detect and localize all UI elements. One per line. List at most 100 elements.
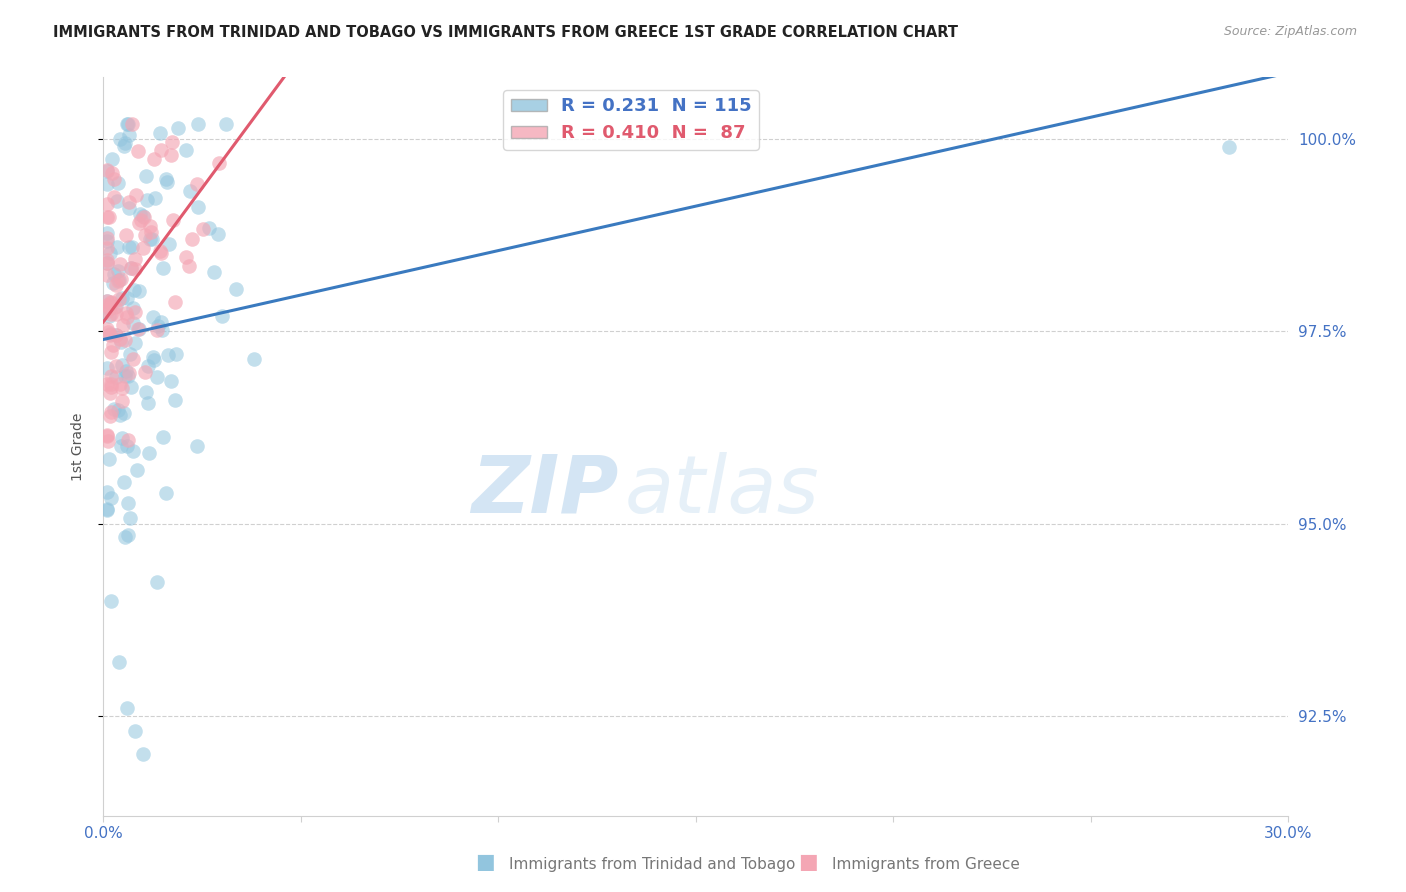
Point bbox=[143, 352, 166, 367]
Point bbox=[187, 117, 209, 131]
Point bbox=[111, 358, 134, 372]
Point bbox=[121, 117, 143, 131]
Point bbox=[162, 135, 184, 149]
Point bbox=[120, 261, 142, 276]
Point bbox=[111, 291, 134, 305]
Point bbox=[142, 310, 165, 325]
Point bbox=[174, 143, 197, 157]
Point bbox=[129, 213, 152, 227]
Point bbox=[124, 724, 146, 739]
Point bbox=[96, 503, 118, 517]
Point bbox=[202, 265, 225, 279]
Point bbox=[118, 366, 141, 380]
Point bbox=[103, 190, 125, 204]
Point bbox=[115, 291, 138, 305]
Point bbox=[187, 200, 209, 214]
Point bbox=[97, 325, 120, 339]
Point bbox=[118, 201, 141, 215]
Point bbox=[136, 395, 159, 409]
Point bbox=[1218, 139, 1240, 153]
Point bbox=[159, 237, 181, 252]
Point bbox=[114, 334, 136, 348]
Point bbox=[115, 310, 138, 324]
Point bbox=[96, 256, 118, 270]
Legend: R = 0.231  N = 115, R = 0.410  N =  87: R = 0.231 N = 115, R = 0.410 N = 87 bbox=[503, 90, 759, 150]
Point bbox=[101, 277, 124, 291]
Point bbox=[152, 260, 174, 275]
Point bbox=[110, 335, 132, 350]
Point bbox=[198, 221, 221, 235]
Point bbox=[100, 405, 122, 419]
Point bbox=[146, 323, 169, 337]
Point bbox=[128, 322, 150, 336]
Point bbox=[141, 226, 163, 240]
Point bbox=[150, 323, 173, 337]
Point bbox=[110, 439, 132, 453]
Point bbox=[96, 294, 118, 309]
Point bbox=[117, 527, 139, 541]
Point bbox=[174, 250, 197, 264]
Point bbox=[118, 128, 141, 142]
Point bbox=[110, 332, 132, 346]
Point bbox=[127, 322, 149, 336]
Point bbox=[100, 296, 122, 310]
Text: Source: ZipAtlas.com: Source: ZipAtlas.com bbox=[1223, 25, 1357, 38]
Point bbox=[100, 369, 122, 384]
Point bbox=[96, 322, 118, 336]
Point bbox=[104, 277, 127, 292]
Point bbox=[96, 428, 118, 442]
Point bbox=[207, 227, 229, 242]
Point bbox=[108, 655, 131, 669]
Text: atlas: atlas bbox=[624, 452, 820, 530]
Point bbox=[105, 359, 128, 373]
Point bbox=[165, 347, 187, 361]
Point bbox=[111, 394, 134, 409]
Point bbox=[117, 496, 139, 510]
Point bbox=[135, 384, 157, 399]
Point bbox=[108, 376, 131, 391]
Point bbox=[100, 294, 122, 309]
Point bbox=[243, 352, 266, 367]
Point bbox=[179, 185, 201, 199]
Point bbox=[107, 274, 129, 288]
Point bbox=[120, 260, 142, 275]
Y-axis label: 1st Grade: 1st Grade bbox=[72, 412, 86, 481]
Point bbox=[96, 484, 118, 499]
Point bbox=[149, 126, 172, 140]
Point bbox=[165, 295, 187, 310]
Point bbox=[96, 377, 118, 392]
Point bbox=[128, 284, 150, 298]
Point bbox=[103, 267, 125, 281]
Point bbox=[117, 434, 139, 448]
Point bbox=[96, 163, 118, 178]
Point bbox=[96, 298, 118, 312]
Point bbox=[118, 511, 141, 525]
Point bbox=[156, 175, 179, 189]
Point bbox=[100, 377, 122, 392]
Point bbox=[104, 307, 127, 321]
Point bbox=[139, 231, 162, 245]
Point bbox=[110, 132, 132, 146]
Point bbox=[121, 301, 143, 315]
Point bbox=[110, 271, 132, 285]
Point bbox=[104, 300, 127, 314]
Point bbox=[117, 239, 139, 253]
Point bbox=[112, 475, 135, 490]
Point bbox=[118, 347, 141, 361]
Point bbox=[118, 194, 141, 209]
Point bbox=[132, 747, 155, 762]
Point bbox=[121, 351, 143, 366]
Point bbox=[160, 148, 183, 162]
Point bbox=[186, 439, 208, 453]
Point bbox=[107, 263, 129, 277]
Point bbox=[100, 245, 122, 260]
Point bbox=[101, 166, 124, 180]
Point bbox=[125, 463, 148, 477]
Point bbox=[96, 231, 118, 245]
Point bbox=[98, 301, 121, 315]
Text: ■: ■ bbox=[799, 853, 818, 872]
Point bbox=[96, 303, 118, 318]
Point bbox=[155, 485, 177, 500]
Point bbox=[135, 169, 157, 183]
Point bbox=[111, 381, 134, 395]
